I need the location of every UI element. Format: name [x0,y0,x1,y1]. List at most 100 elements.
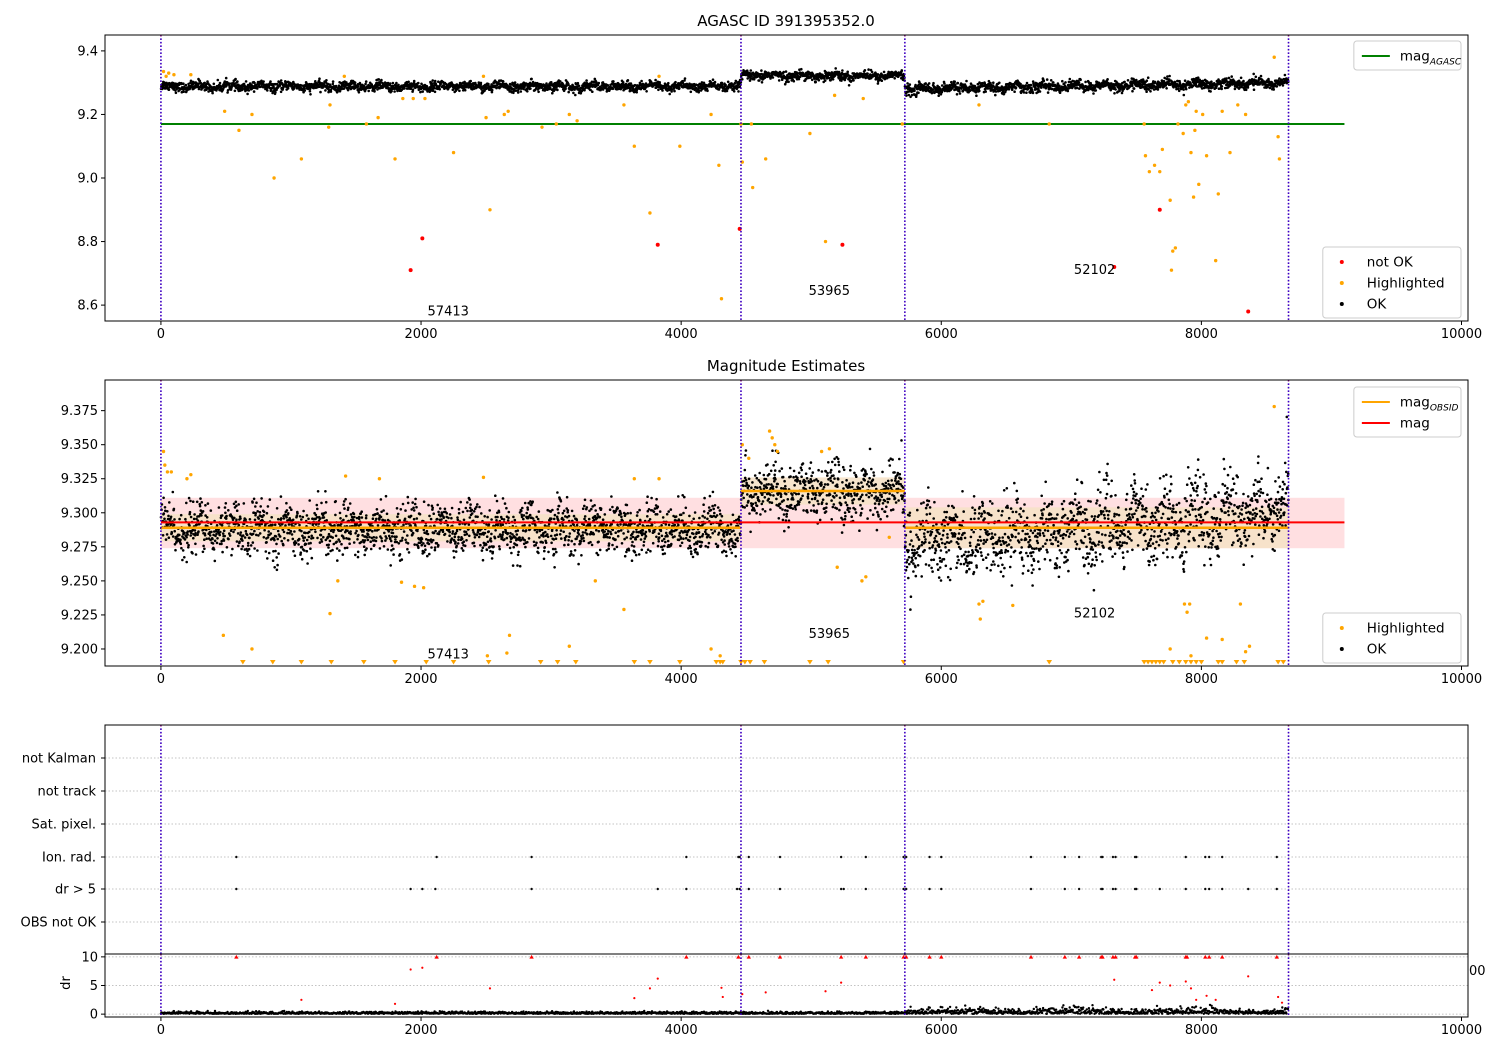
estimates-ok-point [213,539,217,543]
agasc-obsid-label: 53965 [809,284,850,299]
agasc-ok-point [1123,80,1126,84]
agasc-highlighted-point [832,93,837,98]
agasc-ok-point [986,87,990,90]
estimates-ok-point [415,505,418,509]
estimates-ok-point [221,532,225,535]
estimates-ok-point [384,539,387,542]
estimates-ok-point [336,559,339,562]
estimates-ok-point [271,559,275,562]
estimates-ok-point [251,541,255,544]
estimates-ok-point [206,502,210,505]
estimates-ok-point [287,523,291,526]
agasc-ok-point [433,86,436,90]
estimates-ok-point [414,497,417,501]
agasc-ok-point [852,79,855,82]
estimates-ok-point [343,546,347,550]
agasc-ok-point [319,90,322,94]
agasc-ok-point [331,80,335,83]
estimates-ok-point [374,539,378,543]
estimates-ok-point [234,500,238,504]
estimates-ok-point [235,540,239,543]
estimates-ok-point [412,506,415,510]
agasc-ok-point [433,79,437,83]
agasc-ok-point [733,81,737,85]
agasc-ok-point [1114,88,1117,91]
agasc-ok-point [953,83,957,86]
estimates-ok-point [369,547,373,551]
agasc-ok-point [1272,88,1275,91]
estimates-ok-point [417,546,420,550]
agasc-ok-point [458,89,461,93]
estimates-ok-point [406,501,410,505]
agasc-ok-point [917,91,920,95]
agasc-highlighted-point [1160,147,1165,152]
agasc-ok-point [531,80,535,84]
agasc-ok-point [1066,89,1070,93]
agasc-ok-point [230,85,234,89]
estimates-ok-point [382,545,386,548]
estimates-ok-point [179,513,183,517]
agasc-ok-point [645,90,648,93]
agasc-ok-point [391,81,395,85]
estimates-ok-point [170,531,174,535]
agasc-ok-point [1092,92,1095,95]
agasc-highlighted-point [1204,154,1209,158]
estimates-ok-point [298,515,302,518]
agasc-ok-point [187,82,190,86]
estimates-ok-point [203,533,207,537]
estimates-ok-point [273,538,276,542]
agasc-ok-point [412,79,416,83]
estimates-ok-point [274,549,277,553]
estimates-ok-point [246,552,249,556]
agasc-ok-point [572,91,575,95]
agasc-ok-point [606,84,610,87]
agasc-bottom-legend-dot [1339,260,1344,264]
estimates-ok-point [341,553,345,556]
estimates-ok-point [189,499,192,503]
estimates-ok-point [331,536,335,539]
estimates-ok-point [285,501,288,505]
estimates-ok-point [184,517,187,521]
agasc-ok-point [667,81,670,85]
agasc-highlighted-point [1169,268,1174,272]
agasc-ok-point [419,90,422,94]
estimates-ok-point [406,542,410,545]
agasc-ok-point [318,77,321,80]
agasc-highlighted-point [1189,150,1193,155]
estimates-ok-point [246,544,250,547]
agasc-highlighted-point [1197,182,1201,187]
agasc-highlighted-point [749,122,754,126]
estimates-ok-point [334,500,338,503]
agasc-ok-point [275,88,278,92]
estimates-ok-point [413,502,417,506]
agasc-ok-point [1025,91,1028,94]
agasc-title: AGASC ID 391395352.0 [697,12,875,30]
estimates-ok-point [320,540,324,543]
estimates-ok-point [233,516,236,520]
estimates-ok-point [376,524,380,527]
agasc-ok-point [431,89,435,92]
estimates-ok-point [384,494,388,498]
agasc-highlighted-point [900,122,904,126]
estimates-ok-point [239,531,243,534]
estimates-ok-point [193,529,197,532]
estimates-ok-point [302,509,305,513]
estimates-ok-point [240,547,243,551]
agasc-bottom-legend-label: Highlighted [1367,276,1445,292]
estimates-ok-point [394,538,397,541]
estimates-ok-point [251,501,254,504]
agasc-ok-point [556,88,559,92]
estimates-ok-point [404,538,407,542]
estimates-ok-point [196,533,199,536]
agasc-ok-point [409,87,413,90]
agasc-ok-point [549,86,552,90]
agasc-ok-point [1075,86,1079,90]
agasc-ok-point [880,79,884,82]
estimates-ok-point [167,536,171,539]
estimates-ok-point [165,533,169,536]
estimates-ok-point [357,517,361,520]
estimates-ok-point [291,518,295,522]
agasc-ok-point [674,80,677,84]
agasc-highlighted-point [1158,169,1162,174]
estimates-ok-point [307,517,310,521]
